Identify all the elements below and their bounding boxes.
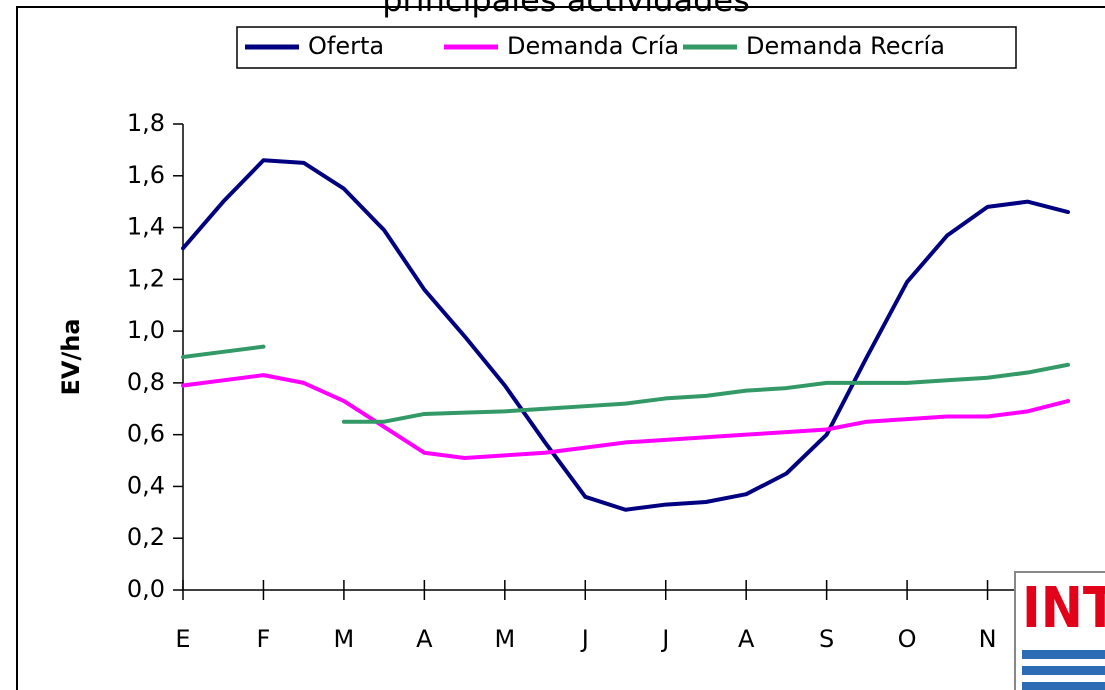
- y-tick-label: 0,6: [127, 420, 165, 448]
- series-line: [181, 373, 1070, 460]
- y-tick-label: 0,8: [127, 368, 165, 396]
- y-tick-label: 0,4: [127, 471, 165, 499]
- legend-label: Demanda Cría: [507, 32, 679, 60]
- y-tick-label: 0,0: [127, 575, 165, 603]
- x-tick-label: A: [416, 625, 433, 653]
- logo: INTA: [1014, 571, 1105, 690]
- y-tick-label: 1,2: [127, 264, 165, 292]
- y-axis-label: EV/ha: [57, 318, 85, 395]
- series-line: [181, 344, 1070, 424]
- x-tick-label: M: [334, 625, 355, 653]
- x-tick-label: A: [738, 625, 755, 653]
- x-tick-label: O: [898, 625, 917, 653]
- x-tick-label: S: [819, 625, 834, 653]
- logo-text: INTA: [1022, 576, 1105, 641]
- y-tick-label: 1,6: [127, 161, 165, 189]
- logo-stripe: [1022, 682, 1105, 690]
- chart-title: principales actividades: [382, 0, 750, 19]
- legend-label: Oferta: [308, 32, 384, 60]
- x-tick-label: E: [175, 625, 190, 653]
- y-tick-label: 0,2: [127, 523, 165, 551]
- logo-stripe: [1022, 666, 1105, 675]
- legend-label: Demanda Recría: [746, 32, 945, 60]
- x-tick-label: F: [257, 625, 271, 653]
- y-tick-label: 1,8: [127, 109, 165, 137]
- x-tick-label: J: [580, 625, 589, 653]
- x-tick-label: N: [979, 625, 997, 653]
- x-tick-label: J: [660, 625, 669, 653]
- logo-stripe: [1022, 650, 1105, 659]
- y-tick-label: 1,4: [127, 213, 165, 241]
- x-tick-label: M: [494, 625, 515, 653]
- legend-box: [236, 26, 1017, 69]
- chart-border: [16, 6, 1105, 690]
- series-line: [181, 158, 1070, 512]
- y-tick-label: 1,0: [127, 316, 165, 344]
